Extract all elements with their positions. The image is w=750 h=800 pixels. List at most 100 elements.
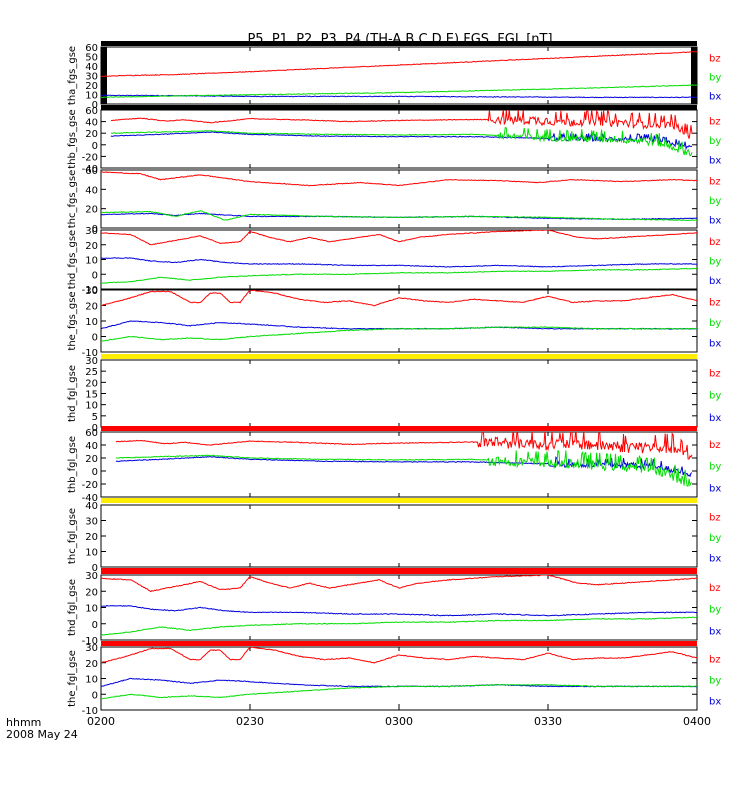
y-axis-label: thd_fgl_gse: [67, 365, 78, 422]
panel-thc_fgl_gse: 0 10 20 30 40 thc_fgl_gse bz by bx: [67, 501, 721, 574]
y-axis-label: thd_fgs_gse: [67, 230, 78, 289]
legend-label-bx: bx: [709, 554, 721, 565]
y-tick-label: 40: [85, 62, 98, 73]
y-tick-label: 10: [85, 317, 98, 328]
y-tick-label: 0: [92, 423, 98, 434]
y-tick-label: 0: [92, 467, 98, 478]
legend-label-bz: bz: [709, 655, 721, 666]
legend-label-bx: bx: [709, 626, 721, 637]
series-line-by: [101, 616, 697, 636]
series-line-bx: [101, 257, 697, 268]
y-tick-label: 0: [92, 270, 98, 281]
panel-thd_fgl_gse: -10 0 10 20 30 thd_fgl_gse bz by bx: [67, 569, 721, 647]
y-tick-label: 20: [85, 659, 98, 670]
x-footer-label-hhmm: hhmm: [6, 716, 41, 729]
x-tick-label: 0200: [87, 715, 115, 728]
legend-label-by: by: [709, 196, 721, 207]
panel-the_fgl_gse: -10 0 10 20 30 the_fgl_gse bz by bx: [67, 641, 721, 717]
y-axis-label: thd_fgl_gse: [67, 579, 78, 636]
series-line-by: [115, 450, 693, 487]
y-tick-label: -10: [82, 348, 98, 359]
legend-label-bz: bz: [709, 583, 721, 594]
y-tick-label: 40: [85, 118, 98, 129]
y-tick-label: 10: [85, 604, 98, 615]
y-tick-label: 10: [85, 548, 98, 559]
y-tick-label: 60: [85, 106, 98, 117]
y-tick-label: 30: [85, 517, 98, 528]
y-tick-label: -20: [82, 480, 98, 491]
legend-label-bx: bx: [709, 483, 721, 494]
series-line-bz: [115, 432, 693, 460]
y-tick-label: 20: [85, 241, 98, 252]
panel-thd_fgs_gse: -10 0 10 20 30 thd_fgs_gse bz by bx: [67, 226, 721, 296]
legend-label-by: by: [709, 462, 721, 473]
series-line-bz: [101, 290, 697, 307]
y-tick-label: 30: [85, 571, 98, 582]
legend-label-by: by: [709, 318, 721, 329]
status-bar-top: [101, 641, 697, 646]
y-tick-label: -40: [82, 164, 98, 175]
legend-label-bx: bx: [709, 413, 721, 424]
y-tick-label: -10: [82, 706, 98, 717]
legend-label-by: by: [709, 391, 721, 402]
x-tick-label: 0400: [683, 715, 711, 728]
y-tick-label: 20: [85, 532, 98, 543]
y-tick-label: 5: [92, 412, 98, 423]
y-tick-label: 30: [85, 72, 98, 83]
y-tick-label: 20: [85, 454, 98, 465]
y-tick-label: 10: [85, 675, 98, 686]
status-bar-bottom: [101, 498, 697, 503]
y-tick-label: 30: [85, 286, 98, 297]
series-line-by: [101, 84, 697, 99]
y-axis-label: the_fgs_gse: [67, 291, 78, 350]
legend-label-bz: bz: [709, 117, 721, 128]
legend-label-bx: bx: [709, 339, 721, 350]
y-tick-label: 20: [85, 129, 98, 140]
y-tick-label: 10: [85, 256, 98, 267]
panel-the_fgs_gse: -10 0 10 20 30 the_fgs_gse bz by bx: [67, 286, 721, 359]
status-bar-bottom: [101, 105, 697, 110]
series-line-by: [110, 126, 693, 157]
legend-label-by: by: [709, 533, 721, 544]
y-axis-label: thc_fgl_gse: [67, 508, 78, 564]
status-bar-top: [101, 569, 697, 574]
legend-label-bz: bz: [709, 297, 721, 308]
legend-label-by: by: [709, 676, 721, 687]
panel-frame: [100, 359, 698, 428]
y-tick-label: 0: [92, 141, 98, 152]
y-tick-label: 0: [92, 620, 98, 631]
legend-label-bz: bz: [709, 440, 721, 451]
y-tick-label: 40: [85, 185, 98, 196]
y-tick-label: 10: [85, 91, 98, 102]
legend-label-bx: bx: [709, 276, 721, 287]
y-tick-label: 20: [85, 302, 98, 313]
y-tick-label: 30: [85, 356, 98, 367]
series-line-bz: [101, 575, 697, 593]
y-tick-label: 60: [85, 428, 98, 439]
legend-label-bx: bx: [709, 697, 721, 708]
y-tick-label: 40: [85, 501, 98, 512]
legend-label-by: by: [709, 72, 721, 83]
y-axis-label: thb_fgs_gse: [67, 109, 78, 168]
x-tick-label: 0300: [385, 715, 413, 728]
y-tick-label: 50: [85, 53, 98, 64]
y-tick-label: -20: [82, 152, 98, 163]
panel-frame: [100, 646, 698, 711]
y-tick-label: 20: [85, 587, 98, 598]
y-tick-label: -40: [82, 493, 98, 504]
y-axis-label: tha_fgs_gse: [67, 46, 78, 105]
y-tick-label: 0: [92, 333, 98, 344]
y-axis-label: thb_fgl_gse: [67, 436, 78, 493]
x-axis: 0200 0230 0300 0330 0400: [87, 704, 711, 728]
series-line-by: [101, 326, 697, 342]
y-tick-label: 20: [85, 378, 98, 389]
y-tick-label: 10: [85, 401, 98, 412]
legend-label-by: by: [709, 136, 721, 147]
y-tick-label: 25: [85, 367, 98, 378]
y-axis-label: thc_fgs_gse: [67, 170, 78, 229]
series-line-bx: [101, 604, 697, 617]
